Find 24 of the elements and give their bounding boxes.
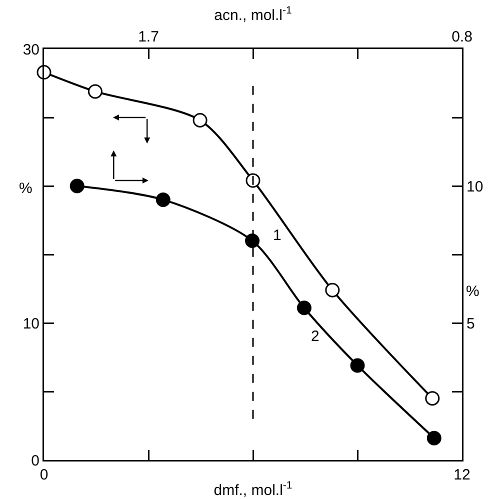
point: [245, 234, 260, 248]
x2-axis-title: acn., mol.l$^{-1}$: [214, 4, 292, 24]
x-axis-title: dmf., mol.l$^{-1}$: [214, 480, 292, 499]
point: [296, 300, 312, 316]
point: [426, 430, 442, 446]
point: [156, 192, 170, 207]
x-tick-label: 12: [454, 466, 470, 484]
y-tick-label: 30: [22, 41, 40, 58]
point: [350, 358, 365, 373]
y2-axis-title: %: [466, 283, 480, 300]
series-label: 2: [311, 328, 320, 345]
y2-tick-label: 5: [466, 315, 475, 332]
y-tick-label: 10: [22, 315, 40, 332]
x2-tick-label: 1.7: [138, 28, 159, 46]
point: [192, 112, 208, 128]
point: [325, 282, 340, 298]
x2-tick-label: 0.8: [452, 28, 472, 46]
series-label: 1: [273, 227, 282, 244]
y-axis-title: %: [19, 180, 32, 197]
point: [70, 178, 84, 194]
y2-tick-label: 10: [466, 178, 484, 196]
point: [88, 84, 102, 99]
y-tick-label: 0: [31, 452, 40, 470]
point: [425, 391, 440, 406]
